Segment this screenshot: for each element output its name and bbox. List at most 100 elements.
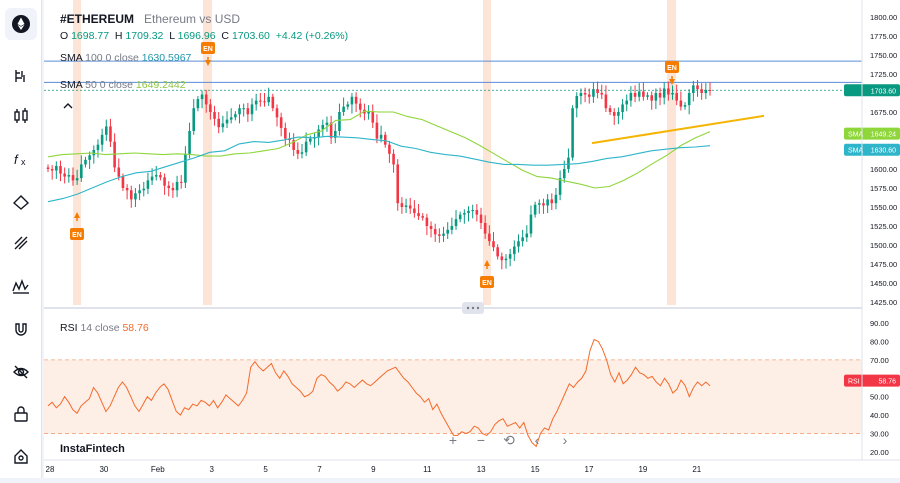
- candle: [67, 175, 71, 177]
- candle: [109, 126, 112, 142]
- zoom-in-button[interactable]: +: [442, 429, 464, 451]
- candles-icon[interactable]: [5, 100, 37, 132]
- candle: [342, 106, 345, 112]
- entry-marker[interactable]: EN: [480, 260, 494, 288]
- ohlc-legend: O 1698.77 H 1709.32 L 1696.96 C 1703.60 …: [60, 30, 348, 42]
- wave-icon[interactable]: [5, 270, 37, 302]
- candle: [167, 185, 171, 188]
- candle: [163, 177, 166, 186]
- candle: [159, 175, 162, 178]
- price-tick-label: 1525.00: [870, 222, 897, 231]
- candle: [471, 210, 474, 212]
- current-price-tag[interactable]: 1703.60: [844, 84, 900, 97]
- candle: [492, 241, 495, 248]
- candle: [379, 134, 383, 139]
- price-tick-label: 1425.00: [870, 298, 897, 307]
- candle: [567, 157, 570, 169]
- candle: [383, 134, 387, 145]
- sma100-tag-bg: [844, 143, 900, 156]
- candle: [329, 122, 333, 138]
- candle: [300, 152, 304, 154]
- sma100-legend[interactable]: SMA 100 0 close 1630.5967: [60, 52, 191, 64]
- sma50-tag[interactable]: SMA 1649.24: [844, 127, 900, 140]
- candle: [388, 144, 391, 154]
- candle: [88, 155, 91, 160]
- time-tick-label: 5: [263, 465, 268, 474]
- candle: [446, 229, 449, 234]
- rsi-legend[interactable]: RSI 14 close 58.76: [60, 322, 149, 334]
- sma100-line[interactable]: [47, 135, 711, 203]
- reset-icon: ⟲: [503, 431, 515, 448]
- pattern-icon[interactable]: [5, 186, 37, 218]
- entry-marker[interactable]: EN: [665, 61, 679, 85]
- rsi-tag-bg: [844, 374, 900, 387]
- candle: [250, 104, 254, 115]
- rsi-tag[interactable]: RSI 58.76: [844, 374, 900, 387]
- candle: [450, 226, 454, 230]
- price-tick-label: 1725.00: [870, 70, 897, 79]
- rsi-band: [44, 359, 862, 434]
- sma100-tag[interactable]: SMA 1630.60: [844, 143, 900, 156]
- entry-marker[interactable]: EN: [201, 42, 215, 66]
- rsi-value: 58.76: [122, 322, 149, 334]
- candle: [642, 91, 645, 97]
- scroll-left-button[interactable]: ‹: [526, 429, 548, 451]
- ethereum-logo-icon[interactable]: [5, 8, 37, 40]
- candle: [200, 94, 204, 100]
- collapse-legend-icon[interactable]: [62, 100, 74, 112]
- price-tick-label: 1500.00: [870, 241, 897, 250]
- cursor-icon[interactable]: [5, 60, 37, 92]
- candle: [562, 169, 566, 179]
- candle: [75, 178, 79, 181]
- home-icon[interactable]: [5, 440, 37, 472]
- candle: [550, 199, 554, 204]
- brand-label: InstaFintech: [60, 443, 125, 455]
- price-tick-label: 1775.00: [870, 32, 897, 41]
- sma50-legend[interactable]: SMA 50 0 close 1649.2442: [60, 79, 186, 91]
- candle: [400, 203, 404, 207]
- support-trendline[interactable]: [591, 114, 765, 145]
- scroll-right-button[interactable]: ›: [554, 429, 576, 451]
- candle: [55, 165, 58, 171]
- time-tick-label: 28: [46, 465, 55, 474]
- hide-drawings-icon[interactable]: [5, 356, 37, 388]
- magnet-icon[interactable]: [5, 313, 37, 345]
- candle: [621, 104, 624, 112]
- candle: [675, 93, 678, 101]
- candle: [558, 178, 562, 195]
- candle: [246, 108, 250, 115]
- sma50-tag-label: SMA: [848, 132, 864, 139]
- reset-button[interactable]: ⟲: [498, 429, 520, 451]
- price-tick-label: 1750.00: [870, 51, 897, 60]
- chevron-left-icon: ‹: [534, 432, 540, 448]
- candle: [429, 226, 433, 230]
- time-tick-label: 19: [638, 465, 647, 474]
- candle: [154, 175, 158, 177]
- time-tick-label: Feb: [151, 465, 165, 474]
- candle: [612, 112, 616, 116]
- time-tick-label: 7: [317, 465, 322, 474]
- rsi-line[interactable]: [47, 338, 711, 448]
- candle: [704, 89, 708, 93]
- candle: [92, 150, 96, 156]
- candle: [579, 93, 583, 97]
- candle: [217, 118, 220, 128]
- entry-highlight-1: [203, 0, 212, 305]
- pane-resize-handle[interactable]: [462, 302, 484, 314]
- candle: [404, 205, 408, 207]
- entry-marker-badge: [70, 228, 84, 240]
- zoom-out-button[interactable]: −: [470, 429, 492, 451]
- candle: [633, 93, 637, 97]
- entry-marker[interactable]: EN: [70, 212, 84, 240]
- chart-area[interactable]: EN EN EN EN 1425.00 1450.00 1475.00 1500.00 152…: [44, 0, 900, 478]
- candle: [142, 188, 146, 191]
- lock-icon[interactable]: [5, 398, 37, 430]
- candle: [708, 89, 712, 91]
- sma50-params: 50 0 close: [85, 79, 133, 91]
- sma50-line[interactable]: [47, 110, 711, 189]
- candle: [242, 108, 245, 110]
- candle: [204, 94, 208, 105]
- draw-icon[interactable]: [5, 227, 37, 259]
